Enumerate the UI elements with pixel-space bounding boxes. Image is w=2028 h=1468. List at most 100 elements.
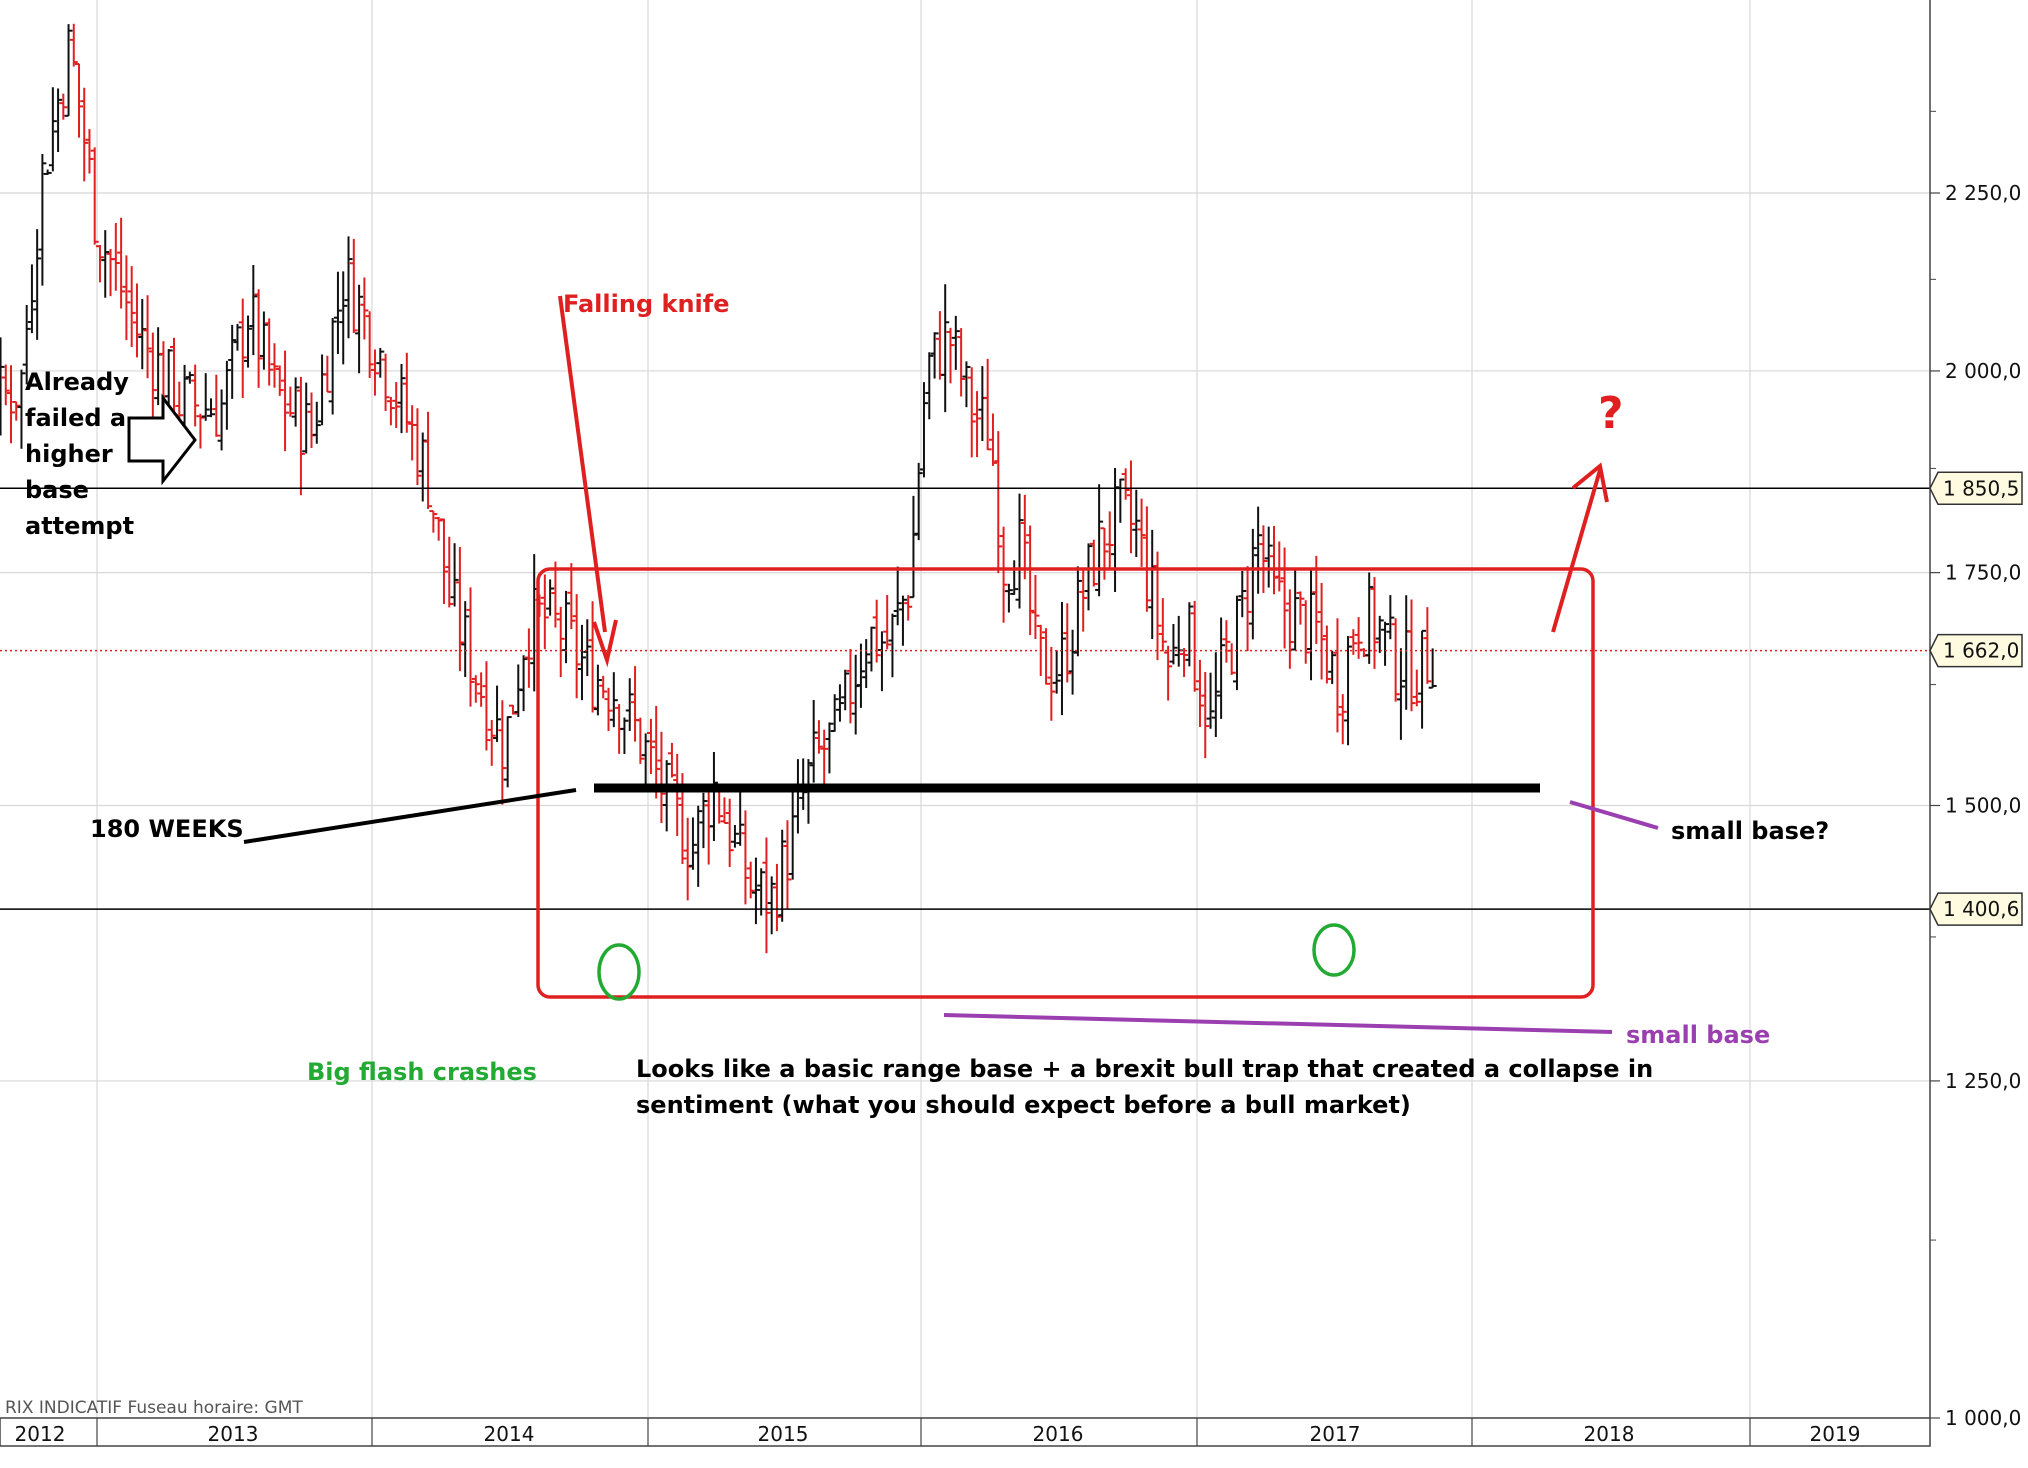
ohlc-bar bbox=[1428, 648, 1437, 689]
ohlc-bar bbox=[540, 574, 549, 650]
ohlc-bar bbox=[402, 352, 411, 433]
ohlc-bar bbox=[1391, 618, 1400, 702]
range-box bbox=[536, 567, 1595, 999]
ohlc-bar bbox=[254, 289, 263, 388]
ohlc-bar bbox=[1349, 629, 1358, 655]
ohlc-bar bbox=[694, 805, 703, 887]
small-base-label: small base bbox=[1626, 1021, 1770, 1049]
ohlc-bar bbox=[524, 628, 533, 688]
price-box: 1 400,6 bbox=[1929, 892, 2023, 926]
ohlc-bar bbox=[914, 462, 923, 541]
180-weeks-label: 180 WEEKS bbox=[90, 815, 244, 843]
ohlc-bar bbox=[439, 518, 448, 605]
ohlc-bar bbox=[38, 154, 47, 286]
ohlc-bar bbox=[967, 367, 976, 458]
falling-knife-label: Falling knife bbox=[563, 290, 729, 318]
ohlc-bar bbox=[720, 797, 729, 825]
ohlc-bar bbox=[1137, 498, 1146, 567]
ohlc-bar bbox=[503, 716, 512, 788]
ohlc-bar bbox=[1004, 583, 1013, 613]
ohlc-bar bbox=[1121, 468, 1130, 500]
small-base-q-label: small base? bbox=[1671, 817, 1829, 845]
ohlc-bar bbox=[641, 733, 650, 788]
already-failed-line-1: Already bbox=[25, 368, 129, 396]
ohlc-bar bbox=[593, 664, 602, 716]
ohlc-bar bbox=[1285, 589, 1294, 669]
ohlc-bar bbox=[222, 360, 231, 430]
ohlc-bar bbox=[201, 373, 210, 421]
ohlc-bar bbox=[994, 431, 1003, 574]
x-tick-label: 2017 bbox=[1310, 1422, 1361, 1446]
ohlc-bar bbox=[883, 595, 892, 650]
x-axis-band bbox=[0, 1417, 1931, 1447]
180-weeks-pointer bbox=[243, 788, 577, 844]
ohlc-bar bbox=[1238, 570, 1247, 618]
price-box: 1 850,5 bbox=[1929, 471, 2023, 506]
ohlc-bar bbox=[312, 401, 321, 444]
ohlc-bar bbox=[1015, 493, 1024, 609]
ohlc-bar bbox=[413, 408, 422, 486]
ohlc-bar bbox=[164, 349, 173, 413]
ohlc-bar bbox=[85, 129, 94, 174]
ohlc-bar bbox=[604, 687, 613, 732]
ohlc-bar bbox=[546, 579, 555, 616]
ohlc-bar bbox=[1180, 648, 1189, 677]
ohlc-bar bbox=[1396, 648, 1405, 740]
ohlc-bar bbox=[328, 318, 337, 415]
ohlc-bar bbox=[925, 352, 934, 420]
ohlc-bar bbox=[851, 654, 860, 735]
ohlc-bar bbox=[673, 753, 682, 836]
ohlc-bar bbox=[746, 861, 755, 899]
ohlc-bar bbox=[429, 510, 438, 533]
ohlc-bar bbox=[370, 349, 379, 396]
already-failed-line-5: attempt bbox=[25, 512, 134, 540]
ohlc-bar bbox=[418, 432, 427, 502]
ohlc-bar bbox=[461, 601, 470, 678]
ohlc-bar bbox=[233, 323, 242, 351]
ohlc-bar bbox=[699, 792, 708, 849]
ohlc-bar bbox=[80, 87, 89, 182]
ohlc-bar bbox=[360, 277, 369, 340]
ohlc-bar bbox=[725, 798, 734, 867]
ohlc-bar bbox=[767, 876, 776, 935]
ohlc-bar bbox=[657, 731, 666, 823]
ohlc-bar bbox=[111, 222, 120, 291]
ohlc-bar bbox=[466, 587, 475, 707]
ohlc-bar bbox=[1322, 625, 1331, 684]
ohlc-bar bbox=[1158, 598, 1167, 652]
ohlc-bar bbox=[376, 347, 385, 378]
ohlc-bar bbox=[355, 284, 364, 374]
annotations: Already failed a higher base attempt Fal… bbox=[25, 290, 1829, 1119]
ohlc-bar bbox=[1132, 489, 1141, 557]
x-tick-label: 2018 bbox=[1584, 1422, 1635, 1446]
comment-line-1: Looks like a basic range base + a brexit… bbox=[636, 1055, 1653, 1083]
ohlc-bar bbox=[973, 391, 982, 458]
ohlc-bar bbox=[445, 536, 454, 608]
ohlc-bar bbox=[1232, 595, 1241, 691]
ohlc-bar bbox=[1407, 599, 1416, 712]
ohlc-bar bbox=[835, 684, 844, 722]
ohlc-bar bbox=[809, 699, 818, 783]
ohlc-bar bbox=[1375, 615, 1384, 653]
already-failed-text: Already failed a higher base attempt bbox=[25, 368, 134, 540]
ohlc-bar bbox=[434, 516, 443, 541]
ohlc-bar bbox=[946, 327, 955, 384]
ohlc-bar bbox=[127, 266, 136, 348]
ohlc-bar bbox=[1084, 543, 1093, 611]
ohlc-bar bbox=[281, 350, 290, 452]
ohlc-bar bbox=[1344, 636, 1353, 746]
ohlc-bar bbox=[709, 751, 718, 841]
ohlc-bar bbox=[365, 311, 374, 379]
ohlc-bar bbox=[185, 371, 194, 384]
ohlc-bar bbox=[957, 328, 966, 397]
ohlc-bar bbox=[1047, 646, 1056, 721]
x-tick-label: 2015 bbox=[758, 1422, 809, 1446]
ohlc-bar bbox=[1164, 645, 1173, 701]
ohlc-bar bbox=[95, 244, 104, 283]
ohlc-bar bbox=[1079, 568, 1088, 632]
ohlc-bar bbox=[762, 837, 771, 954]
ohlc-bar bbox=[841, 669, 850, 711]
big-flash-crashes-label: Big flash crashes bbox=[307, 1058, 537, 1086]
y-axis: 2 250,0 2 000,0 1 750,0 1 500,0 1 250,0 1 000… bbox=[1930, 110, 2021, 1430]
ohlc-bar bbox=[1126, 460, 1135, 554]
